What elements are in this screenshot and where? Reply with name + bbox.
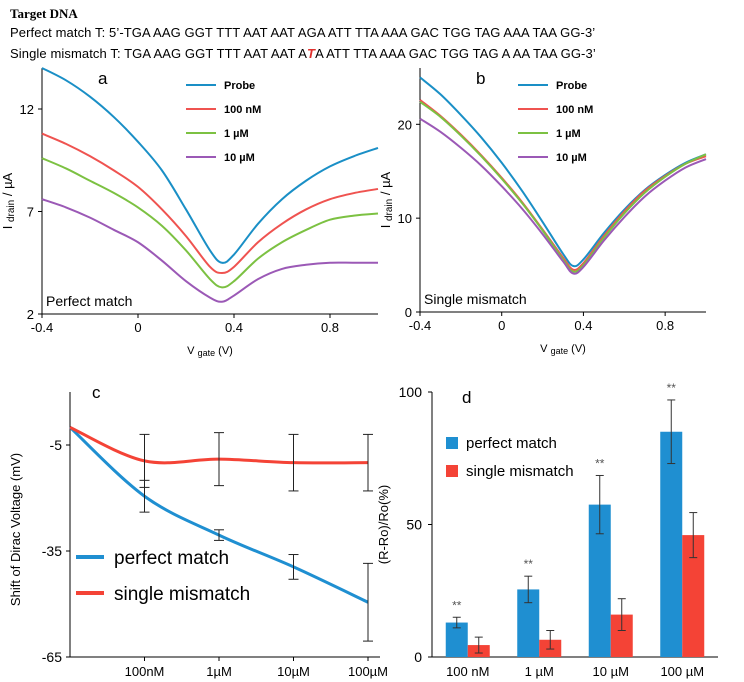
panel-label-c: c [92, 383, 101, 402]
single-mismatch-seq-post: A ATT TTA AAA GAC TGG TAG A AA TAA GG-3’ [315, 46, 596, 61]
panel-label-a: a [98, 69, 108, 88]
series-line-a-1 [41, 132, 379, 275]
x-label-sub: gate [198, 348, 216, 358]
x-tick-label-a: 0.8 [321, 320, 339, 335]
legend-label-b: 1 µM [556, 128, 581, 140]
y-axis-label-c: Shift of Dirac Voltage (mV) [8, 453, 23, 606]
significance-mark-d: ** [524, 557, 534, 571]
legend-label-a: 100 nM [224, 104, 261, 116]
legend-label-d: perfect match [466, 435, 557, 452]
series-line-a-0 [41, 67, 379, 264]
y-tick-label-d: 100 [399, 384, 423, 400]
x-tick-label-b: 0.4 [574, 318, 592, 333]
y-tick-label-b: 0 [405, 305, 412, 320]
y-tick-label-a: 2 [27, 307, 34, 322]
legend-label-d: single mismatch [466, 463, 574, 480]
x-tick-label-a: 0.4 [225, 320, 243, 335]
y-axis-label-d: (R-Ro)/Ro(%) [376, 485, 391, 564]
y-label-sub: drain [384, 199, 395, 221]
y-tick-label-b: 10 [398, 211, 412, 226]
x-label-part: V [540, 343, 550, 355]
x-tick-label-c: 100nM [125, 664, 165, 679]
y-tick-label-a: 7 [27, 205, 34, 220]
bar-0-3 [660, 431, 683, 657]
y-label-part: I [0, 222, 15, 229]
x-label-part: V [187, 345, 197, 357]
series-line-b-3 [419, 117, 707, 275]
x-label-sub: gate [551, 346, 569, 356]
perfect-match-label: Perfect match T: [10, 25, 109, 40]
legend-swatch-d [446, 465, 458, 477]
y-label-sub: drain [6, 200, 17, 222]
x-tick-label-d: 100 µM [660, 664, 704, 679]
legend-label-a: 1 µM [224, 128, 249, 140]
x-tick-label-b: 0.8 [656, 318, 674, 333]
bar-0-2 [588, 504, 611, 657]
x-tick-label-c: 10µM [277, 664, 310, 679]
y-label-part: / µA [378, 171, 393, 198]
legend-label-a: Probe [224, 80, 255, 92]
annotation-a: Perfect match [46, 293, 132, 309]
x-axis-label-b: V gate (V) [540, 343, 586, 356]
y-axis-label-a: I drain / µA [0, 172, 17, 229]
series-line-b-1 [419, 99, 707, 271]
significance-mark-d: ** [667, 381, 677, 395]
perfect-match-sequence: Perfect match T: 5’-TGA AAG GGT TTT AAT … [10, 25, 595, 40]
significance-mark-d: ** [595, 456, 605, 470]
bar-0-0 [445, 622, 468, 657]
series-line-a-2 [41, 157, 379, 289]
y-axis-label-b: I drain / µA [378, 171, 395, 228]
bar-1-2 [610, 614, 633, 657]
x-axis-label-a: V gate (V) [187, 345, 233, 358]
legend-label-a: 10 µM [224, 152, 255, 164]
panel-label-b: b [476, 69, 485, 88]
x-tick-label-a: -0.4 [31, 320, 53, 335]
x-tick-label-b: -0.4 [409, 318, 431, 333]
x-tick-label-c: 100µM [348, 664, 388, 679]
bar-0-1 [517, 589, 540, 657]
significance-mark-d: ** [452, 598, 462, 612]
legend-label-b: Probe [556, 80, 587, 92]
y-tick-label-c: -65 [42, 649, 62, 665]
single-mismatch-seq-pre: TGA AAG GGT TTT AAT AAT A [124, 46, 308, 61]
x-tick-label-d: 1 µM [525, 664, 554, 679]
legend-label-c: single mismatch [114, 584, 250, 605]
bar-1-3 [682, 535, 705, 657]
x-tick-label-a: 0 [134, 320, 141, 335]
y-label-part: I [378, 221, 393, 228]
y-tick-label-d: 50 [406, 517, 422, 533]
perfect-match-seq: 5’-TGA AAG GGT TTT AAT AAT AGA ATT TTA A… [109, 25, 596, 40]
x-tick-label-c: 1µM [206, 664, 232, 679]
mismatch-base: T [307, 46, 316, 61]
annotation-b: Single mismatch [424, 291, 527, 307]
y-tick-label-a: 12 [20, 102, 34, 117]
legend-swatch-d [446, 437, 458, 449]
single-mismatch-label: Single mismatch T: [10, 46, 125, 61]
single-mismatch-sequence: Single mismatch T: TGA AAG GGT TTT AAT A… [10, 46, 596, 61]
x-tick-label-d: 100 nM [446, 664, 489, 679]
y-tick-label-c: -35 [42, 543, 62, 559]
legend-label-b: 100 nM [556, 104, 593, 116]
legend-label-c: perfect match [114, 548, 229, 569]
y-tick-label-c: -5 [50, 437, 63, 453]
series-line-a-3 [41, 198, 378, 303]
y-label-part: / µA [0, 172, 15, 199]
target-dna-title: Target DNA [10, 6, 78, 21]
panel-label-d: d [462, 388, 471, 407]
y-tick-label-d: 0 [414, 649, 422, 665]
x-label-part: (V) [215, 345, 233, 357]
x-label-part: (V) [568, 343, 586, 355]
legend-label-b: 10 µM [556, 152, 587, 164]
x-tick-label-b: 0 [498, 318, 505, 333]
y-tick-label-b: 20 [398, 117, 412, 132]
x-tick-label-d: 10 µM [593, 664, 629, 679]
